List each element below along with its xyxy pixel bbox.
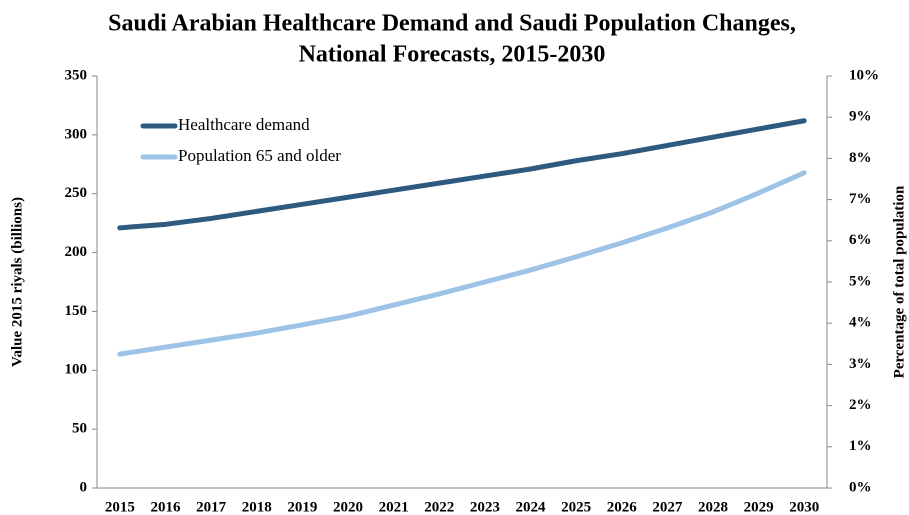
x-tick-label: 2022	[424, 499, 454, 515]
y-tick-label: 300	[65, 126, 88, 142]
y-tick-label: 250	[65, 185, 88, 201]
y2-tick-label: 8%	[849, 150, 872, 166]
data-line	[117, 170, 807, 357]
legend-label: Healthcare demand	[178, 115, 310, 134]
x-tick-label: 2018	[242, 499, 272, 515]
x-tick-label: 2017	[196, 499, 227, 515]
x-tick-label: 2020	[333, 499, 363, 515]
y2-axis-label: Percentage of total population	[891, 185, 907, 378]
y-tick-label: 50	[72, 421, 87, 437]
y-tick-label: 0	[80, 479, 88, 495]
x-tick-label: 2025	[561, 499, 591, 515]
y-axis-label: Value 2015 riyals (billions)	[9, 197, 25, 367]
y2-tick-label: 4%	[849, 315, 872, 331]
legend-label: Population 65 and older	[178, 146, 341, 165]
y2-tick-label: 1%	[849, 438, 872, 454]
x-tick-label: 2024	[515, 499, 546, 515]
data-line	[117, 118, 807, 231]
y-tick-label: 100	[65, 362, 88, 378]
x-tick-label: 2015	[105, 499, 135, 515]
y2-tick-label: 3%	[849, 356, 872, 372]
y2-tick-label: 10%	[849, 67, 879, 83]
chart-title: Saudi Arabian Healthcare Demand and Saud…	[108, 11, 796, 37]
x-tick-label: 2023	[470, 499, 500, 515]
y2-tick-label: 5%	[849, 273, 872, 289]
x-tick-label: 2021	[379, 499, 409, 515]
y2-tick-label: 7%	[849, 191, 872, 207]
x-tick-label: 2016	[150, 499, 181, 515]
x-tick-label: 2026	[607, 499, 638, 515]
x-tick-label: 2027	[652, 499, 683, 515]
y2-tick-label: 9%	[849, 109, 872, 125]
y-tick-label: 350	[65, 67, 88, 83]
y2-tick-label: 0%	[849, 479, 872, 495]
y2-tick-label: 2%	[849, 397, 872, 413]
x-tick-label: 2029	[744, 499, 774, 515]
y-tick-label: 150	[65, 303, 88, 319]
x-tick-label: 2028	[698, 499, 728, 515]
y2-tick-label: 6%	[849, 232, 872, 248]
x-tick-label: 2019	[287, 499, 317, 515]
x-tick-label: 2030	[789, 499, 819, 515]
y-tick-label: 200	[65, 244, 88, 260]
chart-title: National Forecasts, 2015-2030	[299, 42, 606, 68]
